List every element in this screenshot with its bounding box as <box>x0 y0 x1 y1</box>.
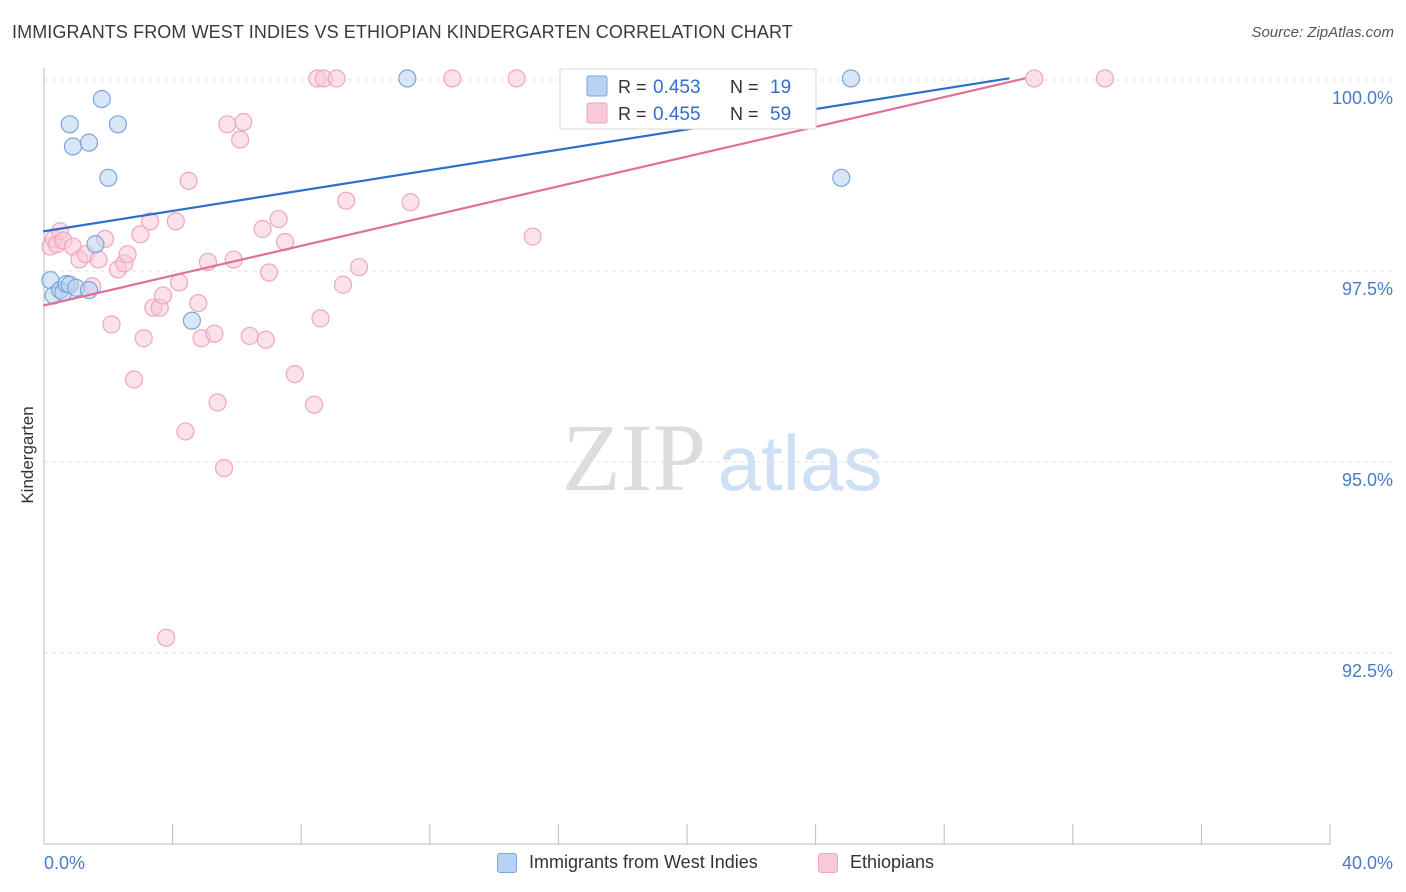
legend-n-value-pink: 59 <box>770 104 791 125</box>
data-point-pink <box>231 130 250 149</box>
data-point-pink <box>304 395 324 414</box>
legend-r-label-pink: R = <box>618 104 647 124</box>
data-point-pink <box>153 286 173 305</box>
legend-n-label-pink: N = <box>730 104 759 124</box>
data-point-pink <box>176 422 195 441</box>
data-point-pink <box>179 171 198 190</box>
data-point-blue <box>832 168 851 187</box>
trend-lines <box>42 77 1026 307</box>
data-point-pink <box>214 459 234 478</box>
data-point-pink <box>102 315 121 334</box>
watermark: ZIP atlas <box>562 404 882 511</box>
data-point-pink <box>124 370 144 389</box>
data-point-pink <box>234 112 253 132</box>
source-label: Source: ZipAtlas.com <box>1251 24 1394 41</box>
tick-labels: 92.5% 95.0% 97.5% 100.0% 0.0% 40.0% <box>44 88 1393 873</box>
trend-line-blue <box>42 77 1010 233</box>
data-point-pink <box>285 365 304 384</box>
data-point-blue <box>108 115 128 134</box>
legend-swatch-west-indies <box>497 852 517 873</box>
data-point-blue <box>398 69 417 88</box>
data-point-pink <box>349 258 369 277</box>
legend-swatch-pink <box>586 102 608 124</box>
data-point-pink <box>507 69 526 88</box>
data-point-pink <box>1025 69 1044 88</box>
data-point-pink <box>205 324 224 343</box>
data-point-pink <box>256 330 275 349</box>
y-tick-label: 97.5% <box>1342 279 1393 299</box>
data-point-blue <box>92 89 111 109</box>
data-point-pink <box>311 309 330 328</box>
data-point-pink <box>166 212 185 231</box>
data-point-pink <box>157 628 176 647</box>
data-point-blue <box>86 235 105 254</box>
legend-swatch-blue <box>586 75 608 97</box>
data-point-pink <box>118 245 137 264</box>
data-point-pink <box>333 275 353 294</box>
data-point-blue <box>99 168 118 187</box>
data-point-pink <box>523 227 542 246</box>
legend-label-west-indies: Immigrants from West Indies <box>529 852 758 872</box>
trend-line-pink <box>42 77 1026 307</box>
data-point-pink <box>327 69 346 88</box>
x-tick-label: 40.0% <box>1342 853 1393 873</box>
x-tick-label: 0.0% <box>44 853 85 873</box>
data-point-pink <box>134 329 153 348</box>
data-point-pink <box>259 263 279 282</box>
y-tick-label: 92.5% <box>1342 661 1393 681</box>
data-point-blue <box>182 311 201 330</box>
legend-n-label-blue: N = <box>730 77 759 97</box>
legend-r-value-pink: 0.455 <box>653 104 701 125</box>
data-point-pink <box>269 209 288 229</box>
y-tick-label: 100.0% <box>1332 88 1393 108</box>
grid-lines <box>44 79 1392 654</box>
data-point-pink <box>218 115 237 134</box>
legend-item-west-indies: Immigrants from West Indies <box>497 852 758 873</box>
legend-item-ethiopians: Ethiopians <box>818 852 934 873</box>
legend-box: R = 0.453 N = 19 R = 0.455 N = 59 <box>559 68 817 130</box>
data-point-pink <box>131 225 150 244</box>
data-point-blue <box>63 137 83 156</box>
legend-r-label-blue: R = <box>618 77 647 97</box>
axes <box>43 68 1331 845</box>
legend-n-value-blue: 19 <box>770 77 791 98</box>
legend-r-value-blue: 0.453 <box>653 77 701 98</box>
watermark-atlas: atlas <box>718 419 883 507</box>
bottom-legend: Immigrants from West Indies Ethiopians <box>0 852 1406 878</box>
data-point-blue <box>79 133 99 152</box>
data-point-pink <box>443 69 462 88</box>
data-point-pink <box>140 212 160 231</box>
data-point-pink <box>89 250 108 269</box>
legend-label-ethiopians: Ethiopians <box>850 852 935 872</box>
data-point-pink <box>337 191 356 210</box>
data-point-pink <box>189 293 208 313</box>
data-point-pink <box>1095 69 1115 88</box>
data-point-blue <box>60 115 79 134</box>
data-point-blue <box>841 69 861 88</box>
legend-swatch-ethiopians <box>818 852 838 873</box>
data-point-pink <box>401 193 420 212</box>
y-tick-label: 95.0% <box>1342 470 1393 490</box>
chart-title: IMMIGRANTS FROM WEST INDIES VS ETHIOPIAN… <box>12 22 793 42</box>
watermark-zip: ZIP <box>562 404 706 511</box>
data-point-pink <box>240 326 259 346</box>
data-point-pink <box>208 393 227 412</box>
data-points <box>41 69 1115 647</box>
data-point-pink <box>253 219 272 239</box>
